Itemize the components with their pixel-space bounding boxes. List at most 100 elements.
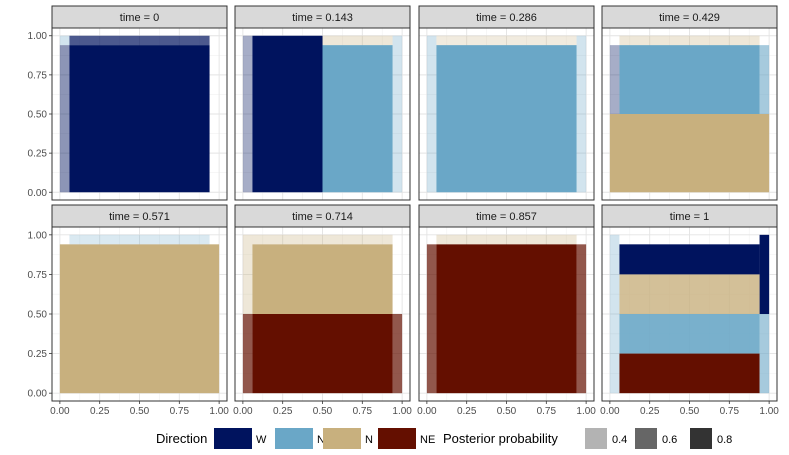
heatmap-tile	[252, 35, 323, 193]
facet-panel: time = 0.286	[418, 5, 595, 201]
facet-strip-label: time = 0.571	[109, 211, 170, 223]
probability-legend-label: 0.4	[612, 434, 627, 446]
x-tick-label: 0.00	[50, 406, 70, 417]
heatmap-tile	[759, 314, 770, 394]
facet-panel: time = 0.143	[234, 5, 411, 201]
heatmap-tiles	[426, 234, 587, 394]
direction-legend-label: NE	[420, 434, 435, 446]
heatmap-tile	[69, 234, 210, 245]
facet-strip-label: time = 0.286	[476, 12, 537, 24]
heatmap-tile	[252, 314, 393, 394]
heatmap-tile	[392, 35, 403, 193]
heatmap-tile	[69, 35, 210, 46]
facet-strip-label: time = 1	[670, 211, 709, 223]
heatmap-tiles	[609, 234, 770, 394]
y-tick-label: 0.50	[28, 310, 48, 321]
heatmap-tile	[322, 35, 393, 46]
panel-border	[234, 27, 411, 201]
direction-legend-key	[275, 428, 313, 449]
heatmap-tile	[242, 35, 253, 193]
y-tick-label: 0.25	[28, 349, 48, 360]
heatmap-tile	[242, 234, 253, 314]
x-tick-label: 0.00	[233, 406, 253, 417]
heatmap-tile	[322, 45, 393, 193]
direction-legend-key	[323, 428, 361, 449]
probability-legend-key	[635, 428, 657, 449]
heatmap-tile	[426, 244, 437, 394]
probability-legend-title: Posterior probability	[443, 431, 558, 446]
heatmap-tiles	[242, 234, 403, 394]
heatmap-tile	[252, 244, 393, 314]
x-tick-label: 0.25	[90, 406, 110, 417]
x-tick-label: 0.75	[170, 406, 190, 417]
probability-legend-key	[585, 428, 607, 449]
heatmap-tile	[619, 314, 760, 354]
y-tick-label: 0.00	[28, 389, 48, 400]
heatmap-tile	[576, 35, 587, 193]
x-tick-label: 1.00	[209, 406, 229, 417]
heatmap-tile	[759, 45, 770, 115]
heatmap-tile	[59, 244, 220, 394]
x-tick-label: 1.00	[576, 406, 596, 417]
y-tick-label: 0.00	[28, 188, 48, 199]
facet-panel: time = 0.714 0.00 0.25 0.50 0.75 1.00	[233, 204, 412, 417]
panel-border	[601, 27, 778, 201]
facet-panel: time = 0.571 0.00 0.25 0.50 0.75 1.00 0.00 0.25…	[28, 204, 229, 417]
y-tick-label: 0.75	[28, 270, 48, 281]
y-tick-label: 0.25	[28, 149, 48, 160]
facet-panels: time = 0 0.00 0.25 0.50 0.75 1.00 time = 0.143…	[28, 5, 779, 417]
heatmap-tile	[576, 244, 587, 394]
x-tick-label: 1.00	[759, 406, 779, 417]
heatmap-tile	[59, 35, 70, 46]
heatmap-tiles	[426, 35, 587, 193]
x-tick-label: 0.00	[417, 406, 437, 417]
facet-panel: time = 1 0.00 0.25 0.50 0.75 1.00	[600, 204, 779, 417]
heatmap-tile	[619, 35, 760, 46]
x-tick-label: 0.00	[600, 406, 620, 417]
x-tick-label: 0.75	[537, 406, 557, 417]
probability-legend-key	[690, 428, 712, 449]
y-tick-label: 1.00	[28, 31, 48, 42]
heatmap-tile	[619, 274, 760, 314]
x-tick-label: 0.25	[640, 406, 660, 417]
direction-legend-key	[378, 428, 416, 449]
x-tick-label: 0.50	[497, 406, 517, 417]
heatmap-tiles	[59, 234, 220, 394]
facet-panel: time = 0.857 0.00 0.25 0.50 0.75 1.00	[417, 204, 596, 417]
heatmap-tile	[619, 244, 760, 275]
x-tick-label: 0.25	[273, 406, 293, 417]
panel-border	[418, 27, 595, 201]
y-tick-label: 0.50	[28, 110, 48, 121]
probability-legend-label: 0.8	[717, 434, 732, 446]
heatmap-tile	[609, 114, 770, 193]
facet-strip-label: time = 0.143	[292, 12, 353, 24]
heatmap-tile	[59, 45, 70, 193]
x-tick-label: 0.25	[457, 406, 477, 417]
facet-panel: time = 0 0.00 0.25 0.50 0.75 1.00	[28, 5, 228, 201]
heatmap-tile	[436, 234, 577, 245]
heatmap-tile	[609, 234, 620, 394]
heatmap-tile	[619, 353, 760, 394]
direction-legend-label: W	[256, 434, 267, 446]
heatmap-tile	[252, 234, 393, 245]
x-tick-label: 0.50	[313, 406, 333, 417]
heatmap-tile	[436, 35, 577, 46]
x-tick-label: 0.75	[353, 406, 373, 417]
facet-panel: time = 0.429	[601, 5, 778, 201]
heatmap-tiles	[242, 35, 403, 193]
direction-legend-label: N	[365, 434, 373, 446]
direction-legend-items: WNWNNE	[214, 428, 435, 449]
heatmap-tile	[69, 45, 210, 193]
heatmap-tile	[609, 45, 620, 115]
x-tick-label: 0.50	[130, 406, 150, 417]
direction-legend-title: Direction	[156, 431, 207, 446]
heatmap-tiles	[609, 35, 770, 193]
x-tick-label: 1.00	[392, 406, 412, 417]
heatmap-tile	[392, 314, 403, 394]
heatmap-tiles	[59, 35, 210, 193]
heatmap-tile	[759, 234, 770, 314]
facet-strip-label: time = 0	[120, 12, 159, 24]
x-tick-label: 0.50	[680, 406, 700, 417]
y-tick-label: 1.00	[28, 230, 48, 241]
probability-legend-items: 0.4 0.6 0.8	[585, 428, 732, 449]
